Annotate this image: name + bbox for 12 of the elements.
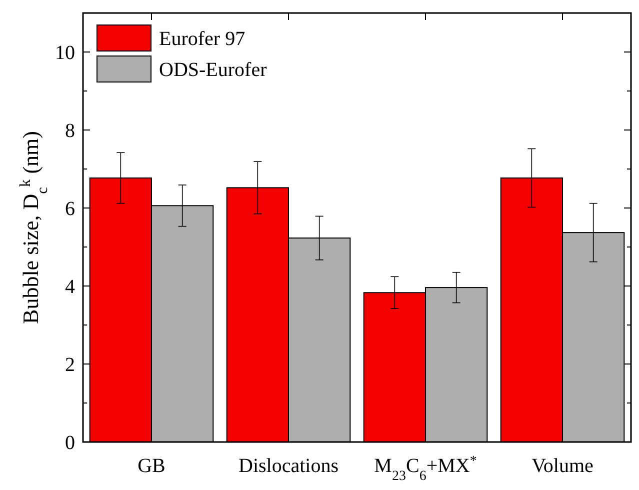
x-tick-label: M$_{23}$C$_{6}$+MX$^{*}$ — [374, 454, 477, 484]
y-tick-label: 2 — [65, 354, 75, 376]
x-tick-label: GB — [138, 455, 166, 477]
x-tick-label: Volume — [532, 455, 594, 477]
y-tick-label: 0 — [65, 432, 75, 454]
y-tick-label: 4 — [65, 276, 75, 298]
legend-label: ODS-Eurofer — [159, 59, 268, 81]
legend-label: Eurofer 97 — [159, 28, 246, 50]
y-tick-label: 8 — [65, 120, 75, 142]
x-tick-label: Dislocations — [238, 455, 339, 477]
y-tick-label: 10 — [55, 42, 75, 64]
y-tick-label: 6 — [65, 198, 75, 220]
